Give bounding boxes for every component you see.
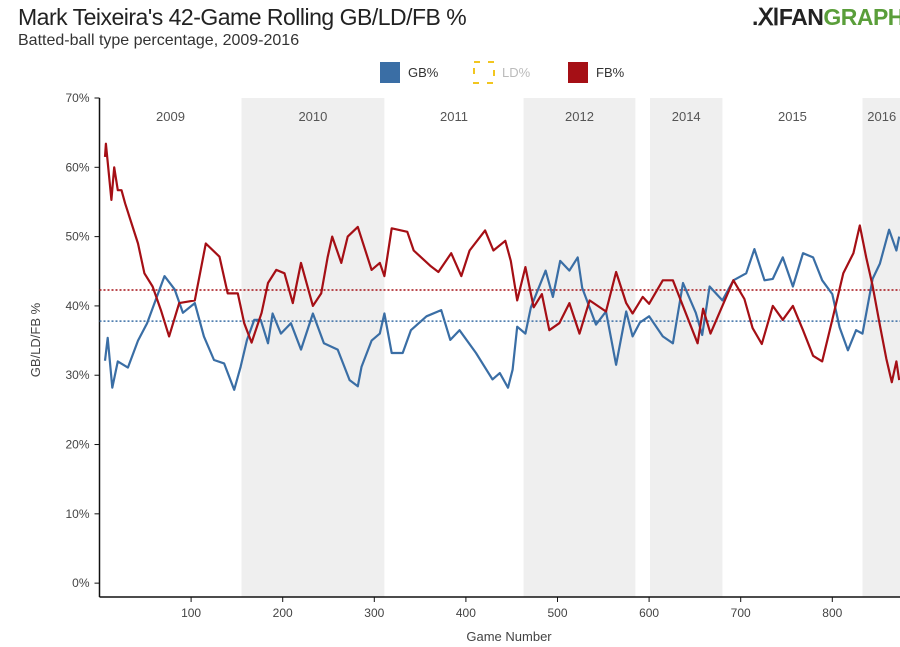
legend-swatch-gb [380, 62, 400, 83]
x-tick-label: 200 [273, 606, 293, 620]
season-label: 2011 [440, 109, 468, 124]
y-tick-label: 30% [65, 368, 89, 382]
legend-label-ld: LD% [502, 65, 531, 80]
chart-subtitle: Batted-ball type percentage, 2009-2016 [18, 32, 300, 49]
chart-title: Mark Teixeira's 42-Game Rolling GB/LD/FB… [18, 4, 467, 30]
season-label: 2010 [298, 109, 327, 124]
legend-label-gb: GB% [408, 65, 439, 80]
season-band [862, 98, 900, 597]
season-band [650, 98, 723, 597]
y-tick-label: 60% [65, 160, 89, 174]
season-label: 2012 [565, 109, 594, 124]
fb-series-line [103, 142, 900, 384]
x-tick-label: 800 [822, 606, 842, 620]
season-label: 2014 [672, 109, 701, 124]
season-label: 2009 [156, 109, 185, 124]
y-tick-label: 40% [65, 299, 89, 313]
x-tick-label: 700 [731, 606, 751, 620]
y-axis-label: GB/LD/FB % [28, 302, 43, 377]
legend-swatch-fb [568, 62, 588, 83]
y-tick-label: 10% [65, 507, 89, 521]
x-tick-label: 500 [547, 606, 567, 620]
legend-label-fb: FB% [596, 65, 625, 80]
x-tick-label: 600 [639, 606, 659, 620]
y-tick-label: 50% [65, 230, 89, 244]
x-tick-label: 100 [181, 606, 201, 620]
gb-series-line [103, 228, 900, 391]
y-tick-label: 0% [72, 576, 90, 590]
y-tick-label: 20% [65, 438, 89, 452]
y-tick-label: 70% [65, 91, 89, 105]
x-tick-label: 300 [364, 606, 384, 620]
season-band [241, 98, 385, 597]
x-axis-label: Game Number [466, 629, 552, 644]
legend-swatch-ld [473, 61, 495, 84]
fangraphs-logo: .ⅪFANGRAPHS [752, 4, 900, 30]
season-label: 2015 [778, 109, 807, 124]
x-tick-label: 400 [456, 606, 476, 620]
season-label: 2016 [867, 109, 896, 124]
season-band [523, 98, 636, 597]
